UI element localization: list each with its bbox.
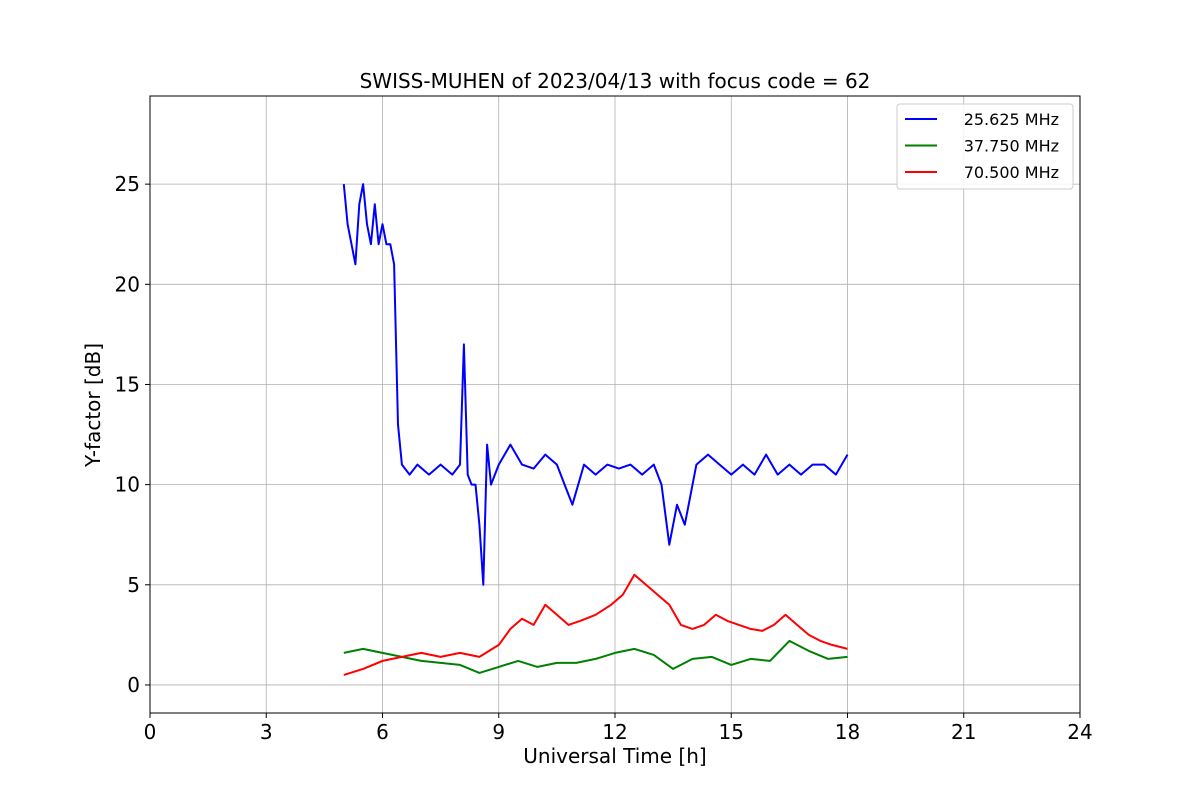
legend-box bbox=[896, 103, 1074, 190]
series-line-1 bbox=[342, 183, 849, 586]
x-tick-label: 6 bbox=[376, 720, 389, 744]
y-tick-label: 20 bbox=[115, 272, 140, 296]
y-tick-label: 25 bbox=[115, 172, 140, 196]
y-tick-label: 15 bbox=[115, 372, 140, 396]
y-tick-label: 10 bbox=[115, 473, 140, 497]
series-line-2 bbox=[343, 639, 848, 674]
legend: 25.625 MHz 37.750 MHz 70.500 MHz bbox=[896, 103, 1074, 190]
legend-label-2: 37.750 MHz bbox=[964, 137, 1059, 156]
x-tick-label: 0 bbox=[144, 720, 157, 744]
x-tick-label: 24 bbox=[1067, 720, 1092, 744]
legend-label-3: 70.500 MHz bbox=[964, 163, 1059, 182]
x-tick-label: 15 bbox=[719, 720, 744, 744]
chart-title: SWISS-MUHEN of 2023/04/13 with focus cod… bbox=[360, 69, 871, 93]
ticks: 0 3 6 9 12 15 18 21 24 0 5 10 15 20 25 bbox=[115, 172, 1093, 744]
x-tick-label: 18 bbox=[835, 720, 860, 744]
x-tick-label: 12 bbox=[602, 720, 627, 744]
x-tick-label: 21 bbox=[951, 720, 976, 744]
y-tick-label: 5 bbox=[127, 573, 140, 597]
x-tick-label: 3 bbox=[260, 720, 273, 744]
series-line-3 bbox=[343, 573, 848, 676]
x-tick-label: 9 bbox=[492, 720, 505, 744]
x-axis-label: Universal Time [h] bbox=[523, 744, 706, 768]
y-axis-label: Y-factor [dB] bbox=[81, 343, 105, 468]
legend-label-1: 25.625 MHz bbox=[964, 110, 1059, 129]
y-tick-label: 0 bbox=[127, 673, 140, 697]
series-layer bbox=[342, 183, 849, 676]
